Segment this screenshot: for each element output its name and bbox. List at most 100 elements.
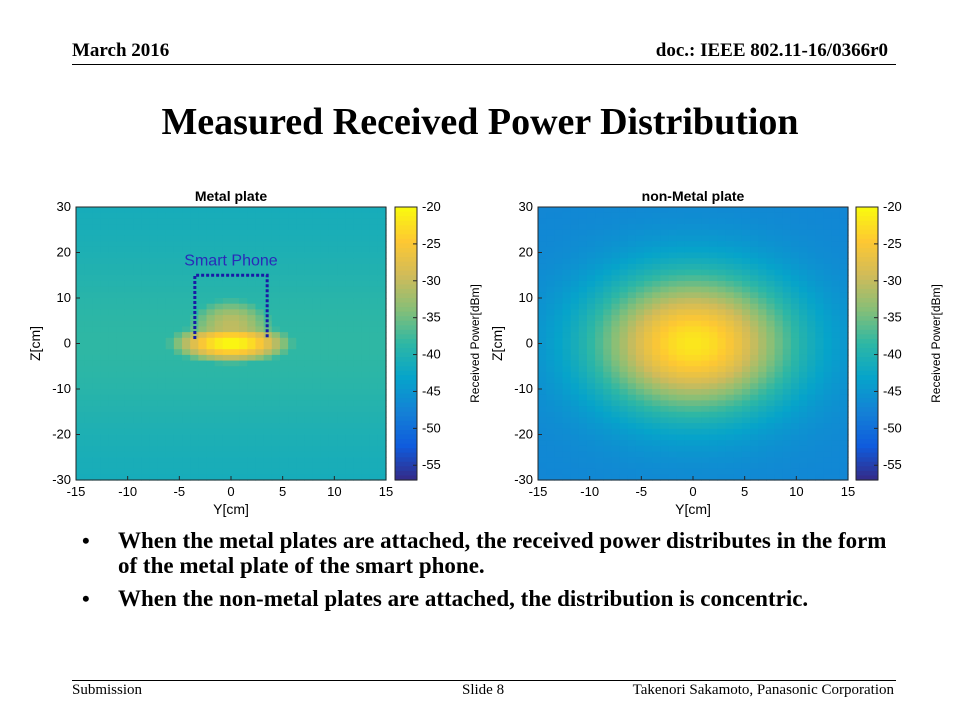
heatmap-cell xyxy=(133,343,142,350)
heatmap-cell xyxy=(790,246,800,254)
heatmap-cell xyxy=(562,377,572,384)
heatmap-cell xyxy=(279,394,289,401)
heatmap-cell xyxy=(554,275,564,282)
heatmap-cell xyxy=(693,320,702,328)
heatmap-cell xyxy=(108,224,118,231)
colorbar-segment xyxy=(395,307,417,313)
heatmap-cell xyxy=(725,292,735,299)
heatmap-cell xyxy=(377,252,387,259)
heatmap-cell xyxy=(595,417,604,424)
heatmap-cell xyxy=(206,292,216,299)
heatmap-cell xyxy=(190,241,199,248)
colorbar-segment xyxy=(856,229,878,235)
heatmap-cell xyxy=(644,275,653,282)
heatmap-cell xyxy=(92,394,102,401)
heatmap-cell xyxy=(271,235,281,242)
footer-author: Takenori Sakamoto, Panasonic Corporation xyxy=(632,682,894,698)
footer-submission: Submission xyxy=(72,682,143,698)
heatmap-cell xyxy=(190,354,199,362)
heatmap-cell xyxy=(538,303,547,310)
heatmap-cell xyxy=(247,366,257,373)
heatmap-cell xyxy=(635,315,645,322)
heatmap-cell xyxy=(296,451,306,458)
heatmap-cell xyxy=(652,275,661,282)
heatmap-cell xyxy=(271,229,281,237)
heatmap-cell xyxy=(222,354,232,362)
heatmap-cell xyxy=(546,468,555,475)
heatmap-cell xyxy=(288,280,297,288)
heatmap-cell xyxy=(538,457,547,464)
heatmap-cell xyxy=(198,451,208,458)
heatmap-cell xyxy=(361,224,371,231)
heatmap-cell xyxy=(271,258,281,265)
heatmap-cell xyxy=(263,224,273,231)
heatmap-cell xyxy=(255,406,265,413)
heatmap-cell xyxy=(157,320,167,328)
heatmap-cell xyxy=(684,343,694,350)
heatmap-cell xyxy=(312,371,322,379)
heatmap-cell xyxy=(619,298,629,305)
heatmap-cell xyxy=(312,428,322,436)
heatmap-cell xyxy=(92,252,102,259)
heatmap-cell xyxy=(116,224,126,231)
heatmap-cell xyxy=(741,258,751,265)
heatmap-cell xyxy=(173,252,183,259)
heatmap-cell xyxy=(133,207,142,214)
heatmap-cell xyxy=(790,354,800,362)
heatmap-cell xyxy=(190,371,199,379)
heatmap-cell xyxy=(562,258,572,265)
heatmap-cell xyxy=(627,428,637,436)
heatmap-cell xyxy=(279,326,289,333)
heatmap-cell xyxy=(807,292,816,299)
heatmap-cell xyxy=(660,246,670,254)
heatmap-cell xyxy=(758,258,768,265)
heatmap-cell xyxy=(345,371,354,379)
heatmap-cell xyxy=(353,371,363,379)
heatmap-cell xyxy=(684,275,694,282)
heatmap-cell xyxy=(165,241,175,248)
heatmap-cell xyxy=(247,315,257,322)
heatmap-cell xyxy=(271,332,281,339)
heatmap-cell xyxy=(157,286,167,293)
heatmap-cell xyxy=(831,428,841,436)
heatmap-cell xyxy=(198,406,208,413)
heatmap-cell xyxy=(603,326,613,333)
heatmap-cell xyxy=(733,400,743,407)
heatmap-cell xyxy=(312,286,322,293)
heatmap-cell xyxy=(141,371,151,379)
heatmap-cell xyxy=(165,326,175,333)
heatmap-cell xyxy=(288,451,297,458)
heatmap-cell xyxy=(231,468,240,475)
heatmap-cell xyxy=(554,462,564,470)
heatmap-cell xyxy=(165,360,175,367)
heatmap-cell xyxy=(627,440,637,447)
heatmap-cell xyxy=(133,280,142,288)
heatmap-cell xyxy=(717,451,727,458)
heatmap-cell xyxy=(733,286,743,293)
heatmap-cell xyxy=(182,246,191,254)
heatmap-cell xyxy=(124,400,134,407)
heatmap-cell xyxy=(304,462,314,470)
heatmap-cell xyxy=(124,246,134,254)
heatmap-cell xyxy=(304,423,314,430)
heatmap-cell xyxy=(619,309,629,316)
heatmap-cell xyxy=(271,383,281,390)
chart-title: Metal plate xyxy=(195,188,268,204)
heatmap-cell xyxy=(206,389,216,396)
heatmap-cell xyxy=(693,411,702,419)
heatmap-cell xyxy=(255,269,265,276)
heatmap-cell xyxy=(701,389,710,396)
heatmap-cell xyxy=(733,457,743,464)
heatmap-cell xyxy=(839,474,849,481)
heatmap-cell xyxy=(603,366,613,373)
heatmap-cell xyxy=(839,406,849,413)
heatmap-cell xyxy=(538,371,547,379)
heatmap-cell xyxy=(206,468,216,475)
heatmap-cell xyxy=(554,406,564,413)
heatmap-cell xyxy=(361,326,371,333)
heatmap-cell xyxy=(296,389,306,396)
heatmap-cell xyxy=(684,440,694,447)
heatmap-cell xyxy=(124,292,134,299)
heatmap-cell xyxy=(369,212,379,219)
heatmap-cell xyxy=(717,280,727,288)
